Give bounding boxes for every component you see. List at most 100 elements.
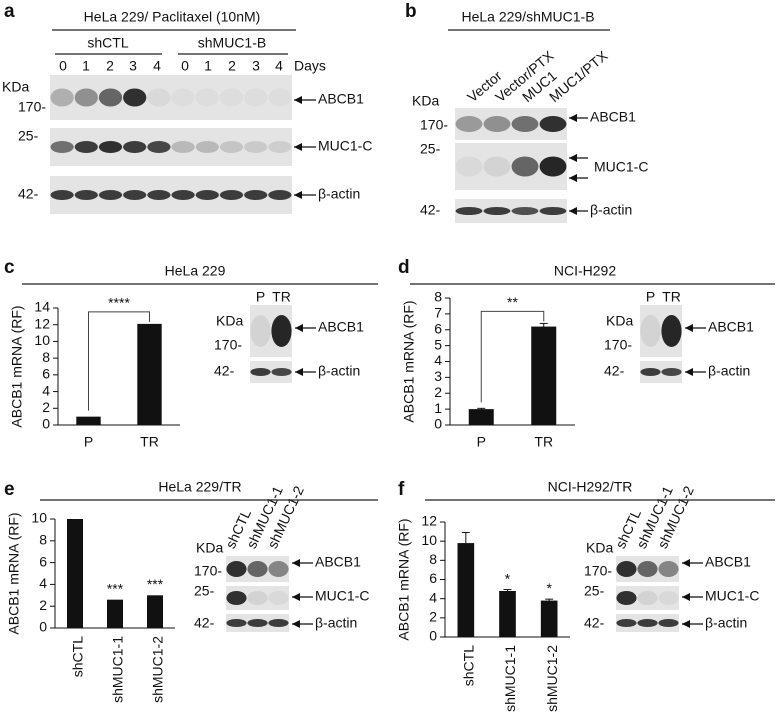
lane-label: 1 (204, 58, 212, 74)
band (539, 207, 567, 215)
significance: **** (108, 295, 130, 311)
y-tick-label: 12 (34, 315, 50, 331)
kda: KDa (586, 540, 613, 556)
x-tick-label: TR (534, 434, 553, 450)
band (661, 368, 682, 376)
band (268, 591, 289, 605)
band (226, 591, 247, 605)
arrow-head (294, 143, 302, 151)
arrow-head (685, 368, 693, 376)
y-tick-label: 4 (42, 382, 50, 398)
mw-marker: 25- (18, 128, 39, 144)
band (539, 116, 567, 132)
panel-letter: d (398, 257, 410, 278)
y-tick-label: 7 (434, 305, 442, 321)
band (616, 561, 637, 577)
x-tick-label: shMUC1-2 (544, 645, 560, 712)
bar (67, 519, 83, 628)
y-tick-label: 2 (429, 609, 437, 625)
panel-title: HeLa 229/ Paclitaxel (10nM) (84, 9, 261, 25)
band-label: β-actin (315, 615, 357, 631)
y-tick-label: 6 (39, 553, 47, 569)
lane-label: TR (272, 289, 291, 305)
band (74, 88, 98, 107)
band (123, 141, 147, 153)
band (219, 141, 244, 153)
y-axis-label: ABCB1 mRNA (RF) (6, 512, 22, 634)
significance: ** (507, 294, 518, 310)
band (268, 619, 289, 627)
band (123, 190, 147, 200)
y-tick-label: 10 (31, 510, 47, 526)
arrow-head (682, 620, 690, 628)
group-label: shMUC1-B (198, 35, 266, 51)
band (250, 315, 271, 347)
y-tick-label: 10 (421, 532, 437, 548)
significance: * (546, 580, 552, 596)
band (171, 190, 195, 200)
band (511, 207, 539, 215)
lane-label: 4 (275, 58, 283, 74)
band (147, 88, 171, 107)
panel-title: HeLa 229/shMUC1-B (461, 9, 594, 25)
lane-label: 1 (82, 58, 90, 74)
band (511, 156, 539, 177)
y-tick-label: 8 (39, 532, 47, 548)
band (74, 190, 98, 200)
band (219, 190, 244, 200)
band-label: ABCB1 (705, 554, 751, 570)
band (147, 190, 171, 200)
arrow-head (295, 368, 303, 376)
arrow-head (569, 114, 577, 122)
band (455, 116, 483, 132)
arrow-head (295, 324, 303, 332)
blot (50, 75, 292, 120)
band (171, 141, 195, 153)
band (268, 89, 291, 107)
y-tick-label: 3 (434, 368, 442, 384)
arrow-head (569, 174, 577, 182)
arrow-head (569, 207, 577, 215)
band-label: ABCB1 (318, 91, 364, 107)
band (637, 561, 658, 577)
x-tick-label: shMUC1-1 (110, 636, 126, 703)
band (658, 561, 679, 577)
y-axis-label: ABCB1 mRNA (RF) (401, 300, 417, 422)
band (271, 368, 292, 376)
arrow-head (294, 191, 302, 199)
band (271, 315, 292, 347)
y-axis-label: ABCB1 mRNA (RF) (9, 305, 25, 427)
bar (499, 591, 516, 637)
mw-marker: 42- (194, 615, 215, 631)
lane-label: 0 (59, 58, 67, 74)
band-label: β-actin (705, 615, 747, 631)
panel-letter: f (398, 479, 405, 500)
y-tick-label: 0 (39, 619, 47, 635)
y-tick-label: 14 (34, 299, 50, 315)
y-tick-label: 10 (34, 332, 50, 348)
band (247, 561, 268, 577)
arrow-head (682, 593, 690, 601)
x-tick-label: shCTL (461, 645, 477, 686)
y-tick-label: 1 (434, 400, 442, 416)
band (171, 89, 194, 107)
blot (640, 361, 682, 383)
band-label: ABCB1 (315, 554, 361, 570)
band (195, 190, 219, 200)
mw-marker: 170- (420, 117, 448, 133)
bar (76, 416, 101, 425)
lane-label: 2 (228, 58, 236, 74)
band (50, 141, 74, 153)
mw-marker: 25- (584, 583, 605, 599)
y-tick-label: 0 (434, 416, 442, 432)
lane-unit: Days (294, 58, 326, 74)
significance: *** (147, 576, 164, 592)
panel-letter: e (4, 479, 15, 500)
x-tick-label: shMUC1-2 (150, 636, 166, 703)
band-label: ABCB1 (318, 319, 364, 335)
band (658, 591, 679, 605)
chart-title: NCI-H292 (554, 263, 616, 279)
x-tick-label: shCTL (70, 636, 86, 677)
significance: * (505, 570, 511, 586)
